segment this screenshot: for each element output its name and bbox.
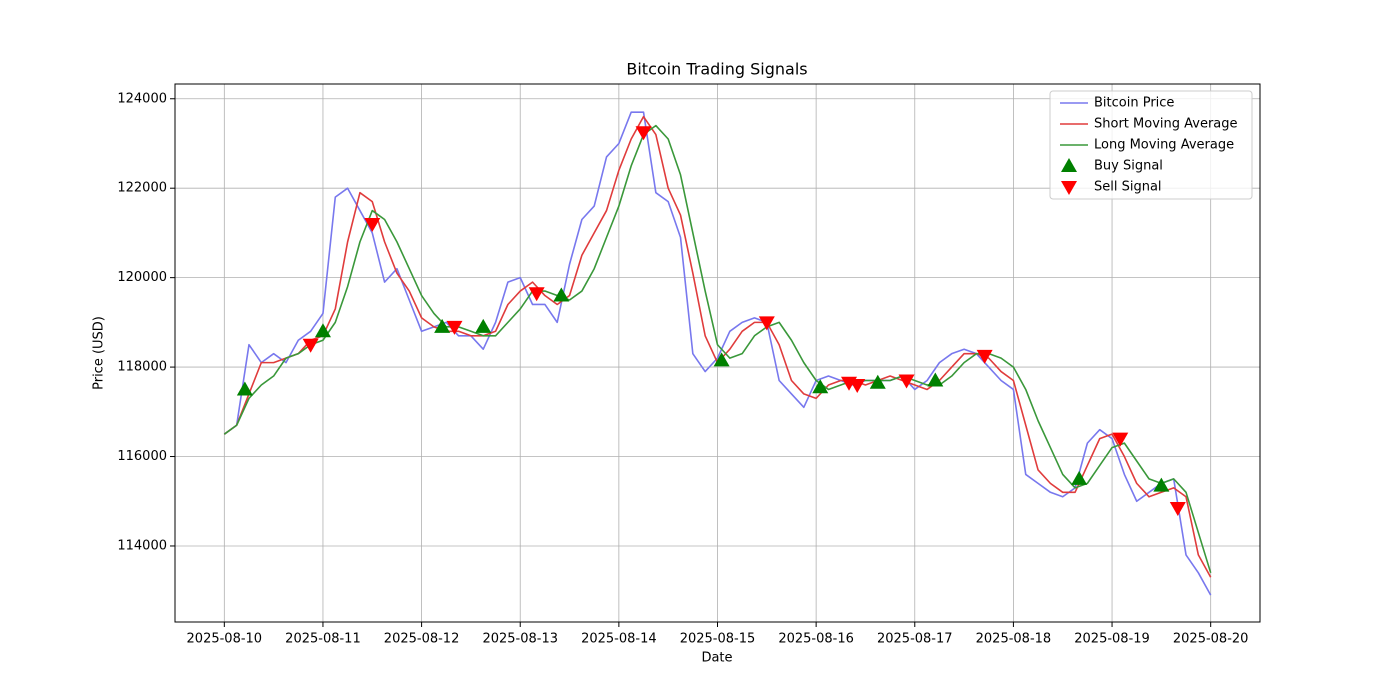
x-tick-label: 2025-08-17 (877, 632, 953, 647)
legend-label: Buy Signal (1094, 159, 1163, 174)
signal-marker (1169, 501, 1186, 516)
legend-label: Short Moving Average (1094, 117, 1238, 132)
x-tick-label: 2025-08-14 (581, 632, 657, 647)
x-tick-label: 2025-08-18 (976, 632, 1052, 647)
legend-label: Sell Signal (1094, 180, 1162, 195)
signal-marker (1153, 477, 1170, 492)
legend-label: Long Moving Average (1094, 138, 1234, 153)
y-tick-label: 120000 (117, 270, 167, 285)
signal-marker (1071, 470, 1088, 485)
plot-frame (174, 83, 1261, 623)
x-axis-label: Date (701, 651, 732, 666)
y-tick-label: 114000 (117, 538, 167, 553)
y-tick-label: 118000 (117, 360, 167, 375)
signal-marker (553, 287, 570, 302)
y-tick-label: 124000 (117, 91, 167, 106)
signal-marker (635, 126, 652, 141)
signal-marker (812, 379, 829, 394)
x-tick-label: 2025-08-20 (1173, 632, 1249, 647)
legend-box (1049, 90, 1253, 200)
signal-marker (1112, 432, 1129, 447)
series-line (223, 124, 1212, 574)
signal-marker (302, 338, 319, 353)
legend-marker (1061, 158, 1077, 172)
x-tick-label: 2025-08-10 (187, 632, 263, 647)
series-line (223, 111, 1212, 596)
legend-marker (1061, 181, 1077, 195)
x-tick-label: 2025-08-19 (1074, 632, 1150, 647)
signal-marker (236, 381, 253, 396)
signal-marker (528, 287, 545, 302)
signal-marker (758, 316, 775, 331)
signal-marker (446, 320, 463, 335)
signal-marker (314, 323, 331, 338)
signal-marker (898, 374, 915, 389)
signal-marker (869, 374, 886, 389)
x-tick-label: 2025-08-15 (680, 632, 756, 647)
legend-label: Bitcoin Price (1094, 96, 1174, 111)
signal-marker (364, 217, 381, 232)
legend: Bitcoin Price Short Moving Average Long Mo… (1049, 90, 1253, 200)
signal-marker (434, 318, 451, 333)
signal-marker (927, 372, 944, 387)
x-tick-label: 2025-08-13 (482, 632, 558, 647)
signal-marker (475, 318, 492, 333)
x-tick-label: 2025-08-11 (285, 632, 361, 647)
y-tick-label: 122000 (117, 181, 167, 196)
signal-marker (713, 352, 730, 367)
signal-marker (849, 378, 866, 393)
y-axis-label: Price (USD) (92, 316, 107, 390)
x-tick-label: 2025-08-12 (384, 632, 460, 647)
x-tick-label: 2025-08-16 (778, 632, 854, 647)
chart-title: Bitcoin Trading Signals (626, 60, 807, 79)
y-tick-label: 116000 (117, 449, 167, 464)
signal-marker (976, 349, 993, 364)
